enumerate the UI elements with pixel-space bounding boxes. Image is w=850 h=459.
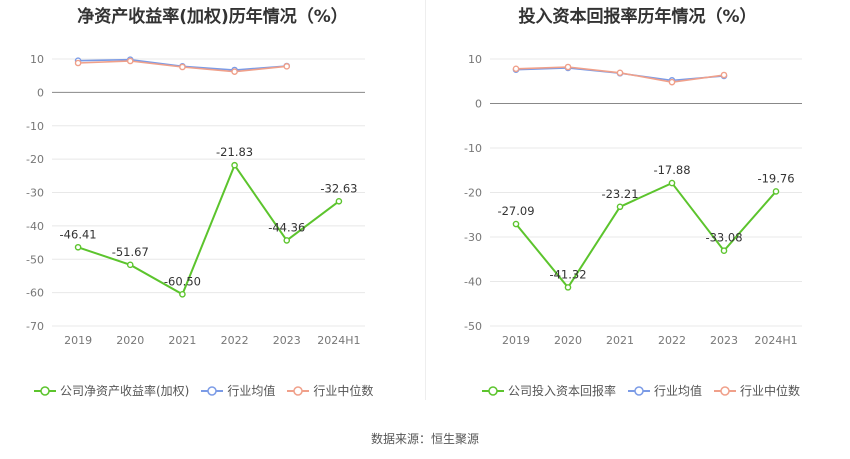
x-tick-label: 2023 — [273, 334, 301, 347]
legend-roe: 公司净资产收益率(加权) 行业均值 行业中位数 — [34, 382, 385, 399]
legend-label: 公司净资产收益率(加权) — [60, 384, 190, 398]
chart-title-roic: 投入资本回报率历年情况（%） — [518, 7, 757, 27]
x-tick-label: 2024H1 — [754, 334, 797, 347]
y-tick-label: 0 — [475, 98, 482, 111]
data-point — [126, 57, 134, 65]
legend-swatch-icon — [714, 385, 737, 396]
data-point — [283, 237, 291, 244]
data-label: -19.76 — [757, 171, 794, 185]
data-point — [668, 179, 676, 187]
panel-divider — [425, 0, 426, 400]
data-label: -33.08 — [705, 231, 742, 245]
series-line-0 — [77, 163, 340, 296]
data-point — [668, 78, 676, 86]
x-tick-label: 2021 — [606, 334, 634, 347]
legend-swatch-icon — [482, 385, 504, 396]
chart-title-roe: 净资产收益率(加权)历年情况（%） — [77, 7, 348, 27]
y-tick-label: -40 — [26, 220, 44, 233]
legend-item[interactable]: 行业均值 — [201, 382, 275, 399]
data-point — [720, 71, 728, 79]
data-point — [720, 247, 728, 255]
y-tick-label: -50 — [464, 320, 482, 333]
data-label: -60.50 — [164, 274, 201, 288]
y-tick-label: -70 — [26, 320, 44, 333]
legend-swatch-icon — [34, 385, 56, 396]
data-point — [564, 63, 572, 71]
data-point — [231, 161, 238, 169]
data-point — [772, 188, 780, 195]
x-tick-label: 2022 — [221, 334, 249, 347]
legend-label: 行业均值 — [654, 384, 703, 398]
legend-label: 公司投入资本回报率 — [508, 384, 617, 398]
legend-item[interactable]: 行业中位数 — [714, 382, 800, 399]
legend-label: 行业均值 — [227, 384, 276, 398]
data-label: -44.36 — [268, 220, 305, 234]
data-point — [564, 284, 572, 291]
data-label: -27.09 — [497, 204, 534, 218]
data-point — [512, 220, 520, 228]
data-point — [231, 68, 238, 75]
legend-item[interactable]: 公司净资产收益率(加权) — [34, 382, 189, 399]
data-point — [616, 203, 624, 211]
y-tick-label: -50 — [26, 253, 44, 266]
legend-item[interactable]: 行业中位数 — [287, 382, 373, 399]
legend-swatch-icon — [201, 385, 224, 396]
data-point — [616, 69, 624, 77]
data-source: 数据来源：恒生聚源 — [370, 432, 479, 446]
data-label: -51.67 — [112, 245, 149, 259]
data-point — [126, 261, 134, 269]
y-tick-label: -60 — [26, 287, 44, 300]
data-point — [179, 63, 186, 71]
x-tick-label: 2019 — [502, 334, 530, 347]
y-tick-label: -40 — [464, 276, 482, 289]
x-tick-label: 2023 — [710, 334, 738, 347]
legend-item[interactable]: 公司投入资本回报率 — [482, 382, 616, 399]
legend-swatch-icon — [628, 385, 651, 396]
x-tick-label: 2019 — [64, 334, 92, 347]
data-label: -32.63 — [320, 181, 357, 195]
y-tick-label: -20 — [464, 187, 482, 200]
y-tick-label: 0 — [37, 86, 44, 99]
data-point — [335, 197, 343, 205]
legend-label: 行业中位数 — [313, 384, 374, 398]
data-point — [283, 63, 291, 70]
data-label: -17.88 — [653, 163, 690, 177]
y-tick-label: -30 — [26, 187, 44, 200]
x-tick-label: 2024H1 — [317, 334, 360, 347]
data-point — [179, 290, 186, 298]
legend-label: 行业中位数 — [740, 384, 801, 398]
legend-roic: 公司投入资本回报率 行业均值 行业中位数 — [482, 382, 812, 399]
y-tick-label: -30 — [464, 231, 482, 244]
y-tick-label: -20 — [26, 153, 44, 166]
y-tick-label: -10 — [26, 120, 44, 133]
x-tick-label: 2020 — [554, 334, 582, 347]
data-label: -41.32 — [549, 267, 586, 281]
data-label: -46.41 — [60, 227, 97, 241]
legend-item[interactable]: 行业均值 — [628, 382, 702, 399]
data-point — [74, 59, 82, 67]
y-tick-label: -10 — [464, 142, 482, 155]
data-label: -21.83 — [216, 145, 253, 159]
data-label: -23.21 — [601, 187, 638, 201]
data-point — [512, 65, 520, 73]
y-tick-label: 10 — [468, 53, 482, 66]
x-tick-label: 2020 — [116, 334, 144, 347]
legend-swatch-icon — [287, 385, 310, 396]
data-point — [74, 243, 82, 251]
series-line-0 — [515, 181, 777, 290]
y-tick-label: 10 — [30, 53, 44, 66]
x-tick-label: 2021 — [168, 334, 196, 347]
x-tick-label: 2022 — [658, 334, 686, 347]
